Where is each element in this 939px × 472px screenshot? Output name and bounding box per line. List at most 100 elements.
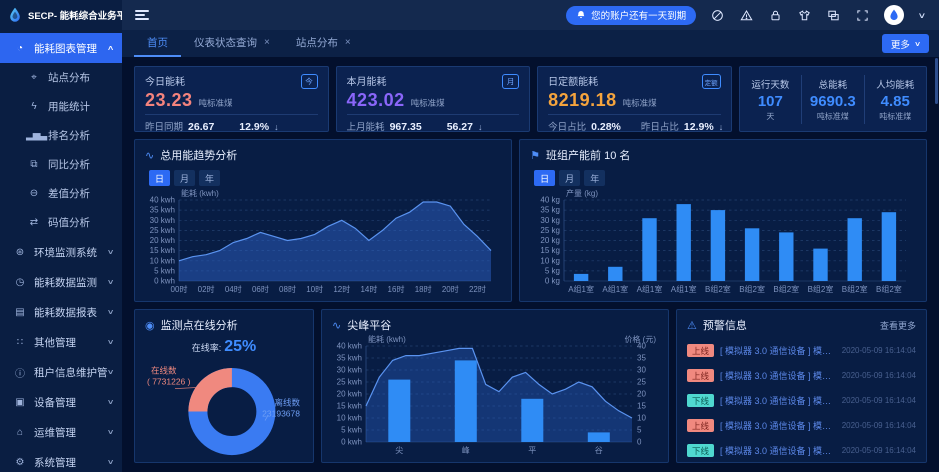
- scrollbar-thumb[interactable]: [935, 58, 938, 104]
- svg-text:离线数: 离线数: [274, 398, 300, 408]
- svg-text:0: 0: [637, 438, 642, 447]
- avatar[interactable]: [884, 5, 905, 25]
- sidebar-item-3[interactable]: ▤ 能耗数据报表 ∨: [0, 297, 122, 327]
- sidebar-subitem[interactable]: ▂▅▃ 排名分析: [26, 130, 90, 142]
- toggle-year[interactable]: 年: [584, 170, 606, 186]
- sidebar-item-5[interactable]: ⓘ租户信息维护管理∨: [0, 357, 122, 387]
- svg-text:00时: 00时: [171, 284, 188, 294]
- svg-text:14时: 14时: [360, 284, 377, 294]
- team-capacity-panel: ⚑ 班组产能前 10 名 日 月 年 0 kg 5 kg 10 kg 15 kg 20 …: [519, 139, 927, 303]
- fullscreen-icon[interactable]: [856, 9, 869, 22]
- svg-text:35: 35: [637, 354, 646, 363]
- environment-icon: ⊛: [15, 246, 24, 258]
- alert-message: [ 模拟器 3.0 通信设备 ] 模拟器 3.0...: [720, 446, 836, 457]
- view-more-link[interactable]: 查看更多: [879, 320, 916, 331]
- svg-text:15 kg: 15 kg: [541, 246, 561, 255]
- svg-text:25 kwh: 25 kwh: [337, 378, 362, 387]
- svg-text:25 kwh: 25 kwh: [150, 226, 175, 235]
- alert-row[interactable]: 上线 [ 模拟器 3.0 通信设备 ] 模拟器 3.0... 2020-05-09 …: [687, 338, 916, 363]
- calendar-quota-icon: 定额: [701, 74, 721, 89]
- svg-text:40 kwh: 40 kwh: [337, 342, 362, 351]
- chevron-up-icon: ∧: [106, 45, 115, 52]
- svg-text:0 kwh: 0 kwh: [154, 277, 175, 286]
- sidebar-subitem[interactable]: ⌖ 站点分布: [0, 63, 122, 92]
- sidebar-subitem[interactable]: ϟ 用能统计: [0, 92, 122, 121]
- menu-collapse-icon[interactable]: [135, 10, 149, 20]
- toggle-day[interactable]: 日: [149, 170, 171, 186]
- tab-0[interactable]: 首页: [134, 30, 181, 57]
- toggle-day[interactable]: 日: [534, 170, 556, 186]
- svg-text:10 kwh: 10 kwh: [150, 256, 175, 265]
- lock-icon[interactable]: [769, 9, 782, 22]
- sidebar-item-6[interactable]: ▣ 设备管理 ∨: [0, 387, 122, 417]
- alert-row[interactable]: 上线 [ 模拟器 3.0 通信设备 ] 模拟器 3.0... 2020-05-09 …: [687, 363, 916, 388]
- device-icon: ▣: [15, 396, 24, 408]
- toggle-month[interactable]: 月: [559, 170, 581, 186]
- chevron-down-icon: ∨: [106, 429, 115, 436]
- svg-text:5 kwh: 5 kwh: [341, 426, 362, 435]
- svg-text:08时: 08时: [279, 284, 296, 294]
- svg-text:峰: 峰: [462, 445, 470, 455]
- account-expiry-notice[interactable]: 您的账户还有一天到期: [566, 5, 697, 25]
- svg-text:5 kwh: 5 kwh: [154, 266, 175, 275]
- alert-timestamp: 2020-05-09 16:14:04: [841, 346, 916, 356]
- panel-title: 班组产能前 10 名: [546, 150, 631, 162]
- sidebar-item-4[interactable]: ∷ 其他管理 ∨: [0, 327, 122, 357]
- summary-panel: 运行天数 107 天 总能耗 9690.3 吨标准煤 人均能耗 4.85 吨标准…: [738, 66, 927, 132]
- alert-timestamp: 2020-05-09 16:14:04: [841, 371, 916, 381]
- screens-icon[interactable]: [827, 9, 840, 22]
- main-area: 您的账户还有一天到期: [122, 0, 939, 472]
- skin-icon[interactable]: [798, 9, 811, 22]
- gear-icon: ⚙: [15, 456, 25, 468]
- alert-row[interactable]: 上线 [ 模拟器 3.0 通信设备 ] 模拟器 3.0... 2020-05-09 …: [687, 413, 916, 438]
- tab-2[interactable]: 站点分布 ×: [295, 37, 351, 49]
- sidebar-subitem[interactable]: ⧉ 同比分析: [0, 150, 122, 179]
- bottom-row: ◉ 监测点在线分析 在线率: 25% 在线数( 7731226 ) 离线数 23193…: [134, 309, 927, 463]
- charts-row: ∿ 总用能趋势分析 日 月 年 0 kwh 5 kwh 10 kwh 15 kwh 20…: [134, 139, 927, 303]
- sidebar-item-0[interactable]: ◔ 能耗图表管理 ∧: [0, 33, 122, 63]
- svg-text:A组1室: A组1室: [671, 284, 697, 294]
- ranking-bars-icon: ▂▅▃: [26, 130, 47, 141]
- tab-1[interactable]: 仪表状态查询 ×: [194, 37, 270, 49]
- warning-icon[interactable]: [740, 9, 753, 22]
- close-icon[interactable]: ×: [264, 37, 270, 48]
- alert-timestamp: 2020-05-09 16:14:04: [841, 396, 916, 406]
- svg-text:平: 平: [528, 446, 536, 455]
- svg-text:35 kwh: 35 kwh: [337, 354, 362, 363]
- sidebar-item-8[interactable]: ⚙ 系统管理 ∨: [0, 447, 122, 472]
- card-daily-quota-energy: 日定额能耗 定额 8219.18 吨标准煤 今日占比 0.28% 昨日占比 12…: [537, 66, 732, 133]
- sidebar-item-7[interactable]: ⌂ 运维管理 ∨: [0, 417, 122, 447]
- toggle-month[interactable]: 月: [174, 170, 196, 186]
- down-arrow-icon: ↓: [477, 122, 483, 132]
- svg-text:在线数: 在线数: [151, 366, 177, 376]
- chevron-down-icon[interactable]: ∨: [917, 10, 927, 20]
- toggle-year[interactable]: 年: [199, 170, 221, 186]
- slash-circle-icon[interactable]: [711, 9, 724, 22]
- chevron-down-icon: ∨: [106, 459, 115, 466]
- svg-text:A组1室: A组1室: [568, 284, 594, 294]
- svg-text:B组2室: B组2室: [739, 284, 765, 294]
- more-button[interactable]: 更多 ∨: [881, 34, 929, 53]
- card-footer: 今日占比 0.28% 昨日占比 12.9% ↓: [548, 114, 723, 133]
- svg-text:能耗 (kwh): 能耗 (kwh): [368, 334, 406, 344]
- svg-text:5: 5: [637, 426, 642, 435]
- panel-title: 预警信息: [702, 320, 747, 333]
- svg-text:20: 20: [637, 390, 646, 399]
- alert-row[interactable]: 下线 [ 模拟器 3.0 通信设备 ] 模拟器 3.0... 2020-05-09 …: [687, 438, 916, 457]
- brand-logo[interactable]: SECP- 能耗综合业务平台: [0, 0, 136, 30]
- alert-timestamp: 2020-05-09 16:14:04: [841, 421, 916, 431]
- bell-icon: [577, 11, 585, 19]
- svg-text:产量 (kg): 产量 (kg): [566, 188, 598, 198]
- flame-logo-icon: [10, 7, 20, 22]
- trophy-icon: ⚑: [530, 149, 541, 162]
- sidebar-item-1[interactable]: ⊛ 环境监测系统 ∨: [0, 237, 122, 267]
- sidebar-subitem[interactable]: ⇄ 码值分析: [0, 208, 122, 237]
- sidebar-item-2[interactable]: ◷ 能耗数据监测 ∨: [0, 267, 122, 297]
- svg-text:A组1室: A组1室: [637, 284, 663, 294]
- alert-row[interactable]: 下线 [ 模拟器 3.0 通信设备 ] 模拟器 3.0... 2020-05-09 …: [687, 388, 916, 413]
- close-icon[interactable]: ×: [344, 37, 351, 48]
- dashboard-content: 今日能耗 今 23.23 吨标准煤 昨日同期 26.67 12.9% ↓: [122, 57, 939, 472]
- sidebar-subitem[interactable]: ⊖ 差值分析: [0, 179, 122, 208]
- svg-text:30 kwh: 30 kwh: [150, 216, 175, 225]
- trend-period-toggles: 日 月 年: [149, 170, 501, 186]
